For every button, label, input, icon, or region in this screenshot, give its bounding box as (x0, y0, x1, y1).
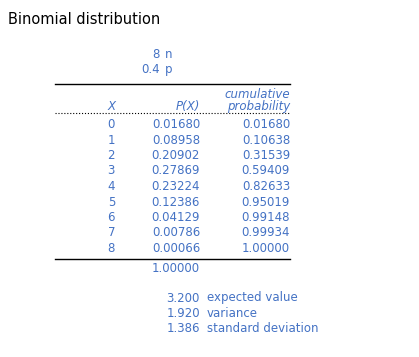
Text: variance: variance (207, 307, 258, 320)
Text: 0.08958: 0.08958 (152, 134, 200, 146)
Text: 5: 5 (108, 196, 115, 208)
Text: P(X): P(X) (176, 100, 200, 113)
Text: 8: 8 (108, 242, 115, 255)
Text: 3.200: 3.200 (167, 292, 200, 305)
Text: 6: 6 (108, 211, 115, 224)
Text: 4: 4 (108, 180, 115, 193)
Text: 1.386: 1.386 (166, 322, 200, 336)
Text: cumulative: cumulative (225, 88, 290, 101)
Text: 0.59409: 0.59409 (242, 165, 290, 177)
Text: 3: 3 (108, 165, 115, 177)
Text: 1: 1 (108, 134, 115, 146)
Text: 0.99148: 0.99148 (241, 211, 290, 224)
Text: 0.20902: 0.20902 (152, 149, 200, 162)
Text: 1.00000: 1.00000 (152, 261, 200, 275)
Text: 0.27869: 0.27869 (152, 165, 200, 177)
Text: X: X (107, 100, 115, 113)
Text: 0.01680: 0.01680 (242, 118, 290, 131)
Text: p: p (165, 63, 173, 76)
Text: 0.04129: 0.04129 (152, 211, 200, 224)
Text: 0.95019: 0.95019 (242, 196, 290, 208)
Text: 0.12386: 0.12386 (152, 196, 200, 208)
Text: 0.00786: 0.00786 (152, 226, 200, 240)
Text: 0.00066: 0.00066 (152, 242, 200, 255)
Text: probability: probability (227, 100, 290, 113)
Text: 0.10638: 0.10638 (242, 134, 290, 146)
Text: 2: 2 (108, 149, 115, 162)
Text: 7: 7 (108, 226, 115, 240)
Text: 8: 8 (153, 48, 160, 61)
Text: standard deviation: standard deviation (207, 322, 318, 336)
Text: 0.82633: 0.82633 (242, 180, 290, 193)
Text: n: n (165, 48, 173, 61)
Text: 0.23224: 0.23224 (152, 180, 200, 193)
Text: 0.99934: 0.99934 (241, 226, 290, 240)
Text: 0.01680: 0.01680 (152, 118, 200, 131)
Text: 1.920: 1.920 (166, 307, 200, 320)
Text: 0.31539: 0.31539 (242, 149, 290, 162)
Text: 1.00000: 1.00000 (242, 242, 290, 255)
Text: Binomial distribution: Binomial distribution (8, 12, 160, 27)
Text: 0: 0 (108, 118, 115, 131)
Text: 0.4: 0.4 (141, 63, 160, 76)
Text: expected value: expected value (207, 292, 298, 305)
